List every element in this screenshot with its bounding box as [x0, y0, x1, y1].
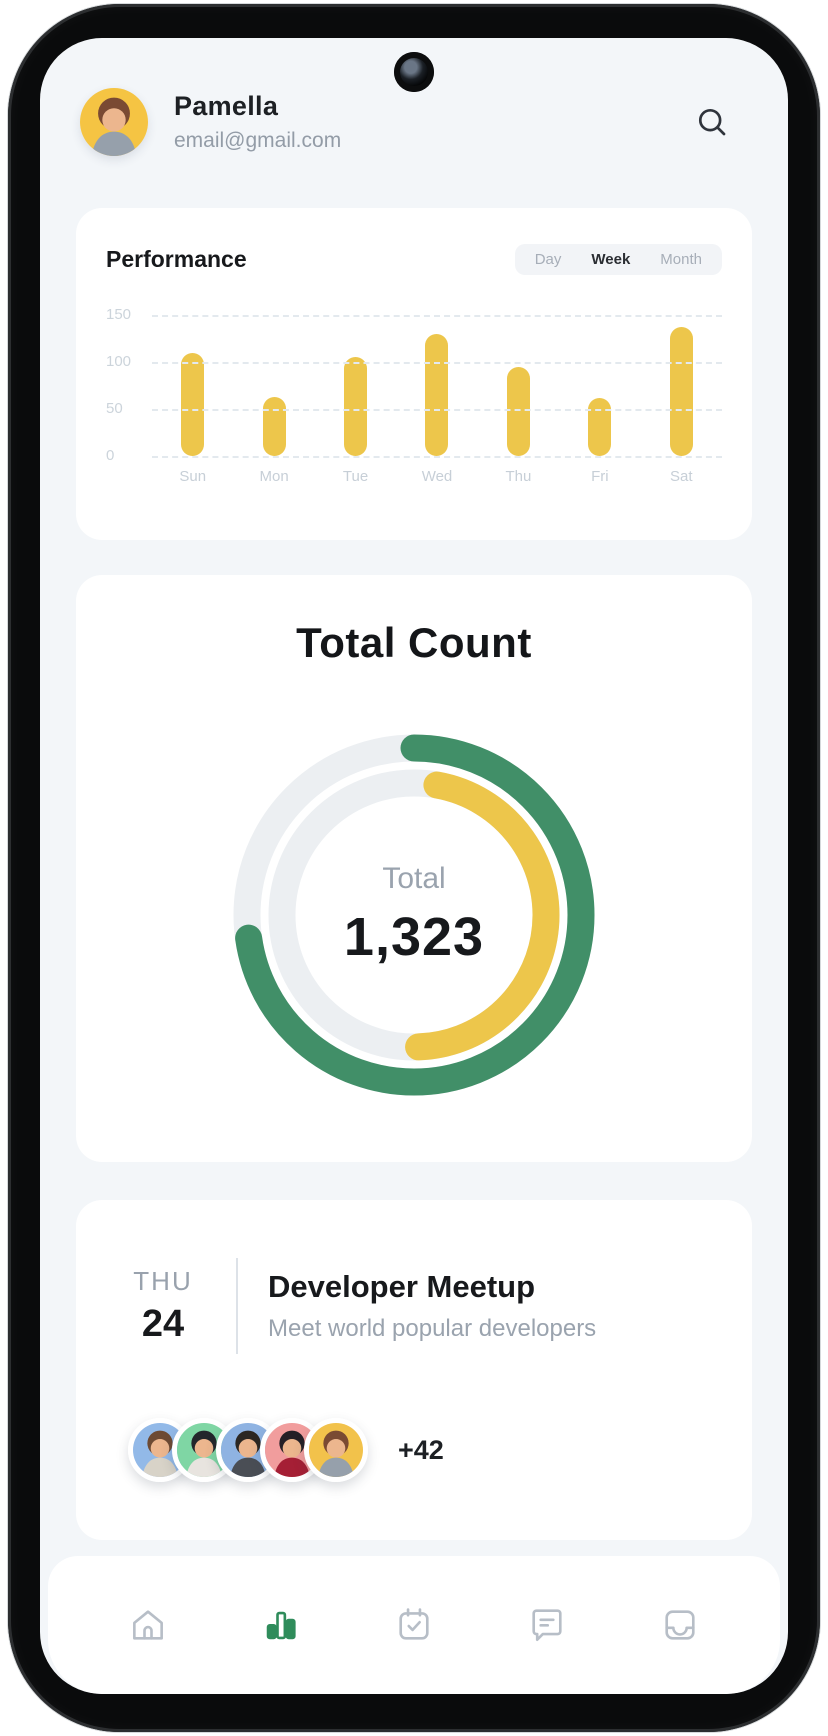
bar-group	[152, 315, 722, 456]
y-tick-50: 50	[106, 400, 123, 417]
bar-chart: 150 100 50 0 Sun Mon Tue Wed Thu Fri Sat	[106, 306, 722, 485]
chat-icon	[532, 1609, 562, 1642]
event-day: 24	[141, 1303, 185, 1345]
bar-column-wed	[396, 315, 477, 456]
gridline-50	[152, 409, 722, 411]
y-tick-100: 100	[106, 353, 132, 370]
bar-column-sun	[152, 315, 233, 456]
x-label-tue: Tue	[342, 468, 369, 485]
person-photo	[309, 1423, 363, 1477]
donut-center: Total 1,323	[224, 725, 604, 1105]
bar-wed[interactable]	[425, 334, 449, 456]
x-axis-labels: Sun Mon Tue Wed Thu Fri Sat	[152, 468, 722, 485]
x-label-fri: Fri	[591, 468, 609, 485]
bar-mon[interactable]	[262, 397, 286, 456]
header: Pamella email@gmail.com	[80, 88, 734, 156]
x-label-thu: Thu	[505, 468, 532, 485]
calendar-check-icon	[399, 1608, 429, 1640]
bar-chart-plot: 150 100 50 0	[106, 306, 722, 464]
bar-column-tue	[315, 315, 396, 456]
performance-title: Performance	[106, 246, 247, 272]
donut-center-value: 1,323	[343, 907, 485, 967]
y-tick-150: 150	[106, 306, 132, 323]
bar-sun[interactable]	[181, 353, 205, 456]
event-text: Developer Meetup Meet world popular deve…	[268, 1269, 596, 1343]
nav-inbox[interactable]	[656, 1601, 704, 1649]
total-count-title: Total Count	[296, 619, 532, 666]
nav-schedule[interactable]	[390, 1601, 438, 1649]
performance-header: Performance Day Week Month	[106, 244, 722, 275]
attendee-avatar-5	[304, 1418, 368, 1482]
bar-tue[interactable]	[344, 357, 368, 456]
search-button[interactable]	[690, 100, 734, 144]
donut-segment-inner	[268, 769, 560, 1061]
bar-column-fri	[559, 315, 640, 456]
bar-fri[interactable]	[588, 398, 612, 456]
attendees-row: +42	[120, 1418, 718, 1482]
bar-chart-icon	[266, 1611, 296, 1640]
more-attendees-count[interactable]: +42	[398, 1434, 444, 1465]
bar-sat[interactable]	[669, 327, 693, 456]
event-date: THU 24	[120, 1266, 206, 1346]
search-icon	[698, 108, 726, 136]
home-icon	[133, 1610, 164, 1640]
event-title: Developer Meetup	[268, 1269, 536, 1304]
y-tick-0: 0	[106, 447, 115, 464]
tab-month[interactable]: Month	[660, 251, 702, 268]
vertical-divider	[236, 1258, 238, 1354]
bar-column-mon	[233, 315, 314, 456]
x-label-mon: Mon	[259, 468, 289, 485]
user-avatar[interactable]	[80, 88, 148, 156]
front-camera	[394, 52, 434, 92]
nav-home[interactable]	[124, 1601, 172, 1649]
donut-center-label: Total	[382, 862, 446, 895]
x-label-wed: Wed	[421, 468, 453, 485]
event-row: THU 24 Developer Meetup Meet world popul…	[120, 1258, 718, 1354]
attendee-avatars	[128, 1418, 368, 1482]
gridline-0	[152, 456, 722, 458]
bar-column-sat	[641, 315, 722, 456]
total-count-card: Total Count Total 1,323	[76, 575, 752, 1162]
performance-card: Performance Day Week Month 150 100 50 0 Sun Mo…	[76, 208, 752, 540]
event-subtitle: Meet world popular developers	[268, 1315, 597, 1342]
bar-column-thu	[478, 315, 559, 456]
gridline-150	[152, 315, 722, 317]
donut-chart: Total 1,323	[224, 725, 604, 1105]
app-screen: Pamella email@gmail.com Performance Day W…	[40, 38, 788, 1694]
inbox-icon	[664, 1610, 695, 1640]
event-card[interactable]: THU 24 Developer Meetup Meet world popul…	[76, 1200, 752, 1540]
tab-day[interactable]: Day	[534, 251, 562, 268]
event-weekday: THU	[133, 1266, 193, 1296]
gridline-100	[152, 362, 722, 364]
user-name: Pamella	[174, 91, 279, 121]
bottom-nav	[48, 1556, 780, 1694]
bar-thu[interactable]	[506, 367, 530, 456]
range-tabs: Day Week Month	[514, 244, 722, 275]
nav-messages[interactable]	[523, 1601, 571, 1649]
user-meta: Pamella email@gmail.com	[174, 91, 690, 153]
nav-stats[interactable]	[257, 1601, 305, 1649]
phone-frame: Pamella email@gmail.com Performance Day W…	[8, 4, 820, 1732]
donut-segment-outer	[233, 734, 595, 1096]
x-label-sat: Sat	[669, 468, 693, 485]
tab-week[interactable]: Week	[591, 251, 631, 268]
x-label-sun: Sun	[179, 468, 207, 485]
person-photo	[80, 88, 148, 156]
donut-rings	[233, 734, 595, 1096]
user-email: email@gmail.com	[174, 129, 342, 152]
